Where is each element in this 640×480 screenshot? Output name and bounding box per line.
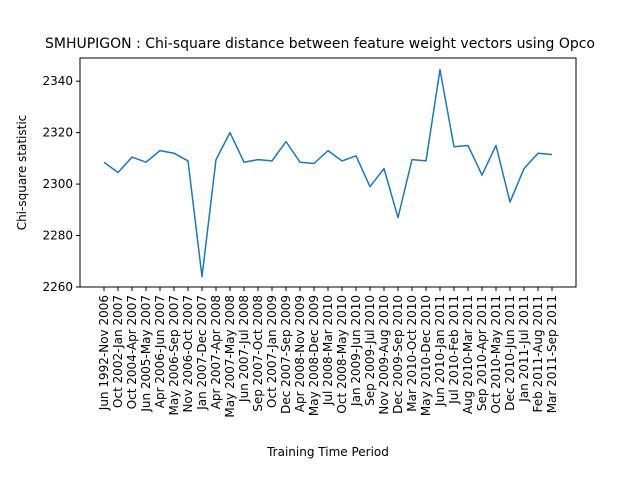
x-tick-label: May 2007-May 2008 xyxy=(223,295,237,418)
x-tick-label: May 2006-Sep 2007 xyxy=(167,295,181,415)
x-tick-label: Jul 2008-Mar 2010 xyxy=(321,295,335,406)
x-tick-label: Feb 2011-Aug 2011 xyxy=(531,295,545,412)
x-tick-label: Apr 2008-Nov 2009 xyxy=(293,295,307,412)
x-tick-label: Jan 2009-Jun 2010 xyxy=(349,295,363,407)
x-tick-label: Jan 2007-Dec 2007 xyxy=(195,295,209,411)
x-tick-label: Sep 2007-Oct 2008 xyxy=(251,295,265,412)
x-tick-label: Nov 2006-Oct 2007 xyxy=(181,295,195,413)
x-tick-label: Oct 2004-Apr 2007 xyxy=(125,295,139,409)
chart-title: SMHUPIGON : Chi-square distance between … xyxy=(45,36,595,52)
y-tick-label: 2320 xyxy=(42,126,73,140)
x-tick-label: Dec 2010-Jun 2011 xyxy=(503,295,517,411)
x-tick-label: May 2010-Dec 2010 xyxy=(419,295,433,416)
x-tick-label: Oct 2010-May 2011 xyxy=(489,295,503,414)
x-tick-label: Jun 2007-Jul 2008 xyxy=(237,295,251,403)
x-tick-label: Oct 2008-May 2010 xyxy=(335,295,349,414)
x-tick-label: May 2008-Dec 2009 xyxy=(307,295,321,416)
x-tick-label: Nov 2009-Aug 2010 xyxy=(377,295,391,415)
y-tick-label: 2260 xyxy=(42,280,73,294)
x-tick-label: Dec 2007-Sep 2009 xyxy=(279,295,293,414)
y-tick-label: 2300 xyxy=(42,177,73,191)
x-tick-label: Jun 2005-May 2007 xyxy=(139,295,153,413)
x-tick-label: Apr 2006-Jun 2007 xyxy=(153,295,167,408)
x-tick-label: Oct 2007-Jan 2009 xyxy=(265,295,279,408)
x-axis-label: Training Time Period xyxy=(266,445,389,459)
y-tick-label: 2340 xyxy=(42,74,73,88)
x-tick-label: Sep 2010-Apr 2011 xyxy=(475,295,489,411)
x-tick-label: Mar 2011-Sep 2011 xyxy=(545,295,559,413)
series-line xyxy=(103,68,553,278)
x-tick-label: Dec 2009-Sep 2010 xyxy=(391,295,405,414)
x-tick-label: Oct 2002-Jan 2007 xyxy=(111,295,125,408)
x-tick-label: Sep 2009-Jul 2010 xyxy=(363,295,377,406)
x-tick-label: Jul 2010-Feb 2011 xyxy=(447,295,461,405)
y-tick-label: 2280 xyxy=(42,229,73,243)
x-tick-label: Aug 2010-Mar 2011 xyxy=(461,295,475,414)
x-tick-label: Jun 1992-Nov 2006 xyxy=(97,295,111,411)
plot-frame xyxy=(79,57,577,288)
x-tick-label: Mar 2010-Oct 2010 xyxy=(405,295,419,412)
x-tick-label: Apr 2007-Apr 2008 xyxy=(209,295,223,409)
y-axis-label: Chi-square statistic xyxy=(15,115,29,231)
x-tick-label: Jun 2010-Jan 2011 xyxy=(433,295,447,407)
x-tick-label: Jan 2011-Jul 2011 xyxy=(517,295,531,403)
